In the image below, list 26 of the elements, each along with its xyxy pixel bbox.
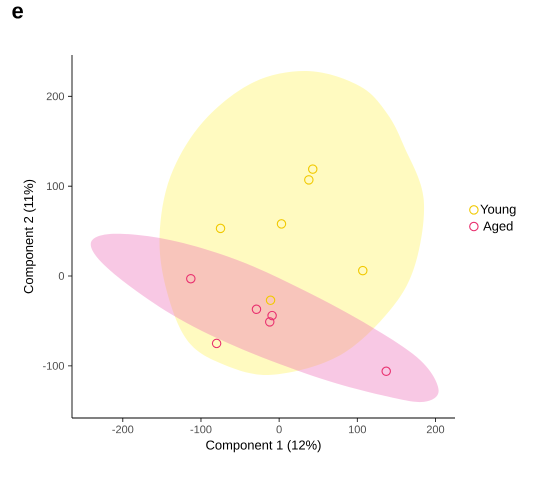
point <box>276 219 286 229</box>
point <box>216 224 226 234</box>
point <box>304 175 314 185</box>
x-tick-label: 0 <box>276 426 282 434</box>
x-axis-title: Component 1 (12%) <box>206 440 321 452</box>
point <box>358 266 368 276</box>
legend-label: Young <box>480 204 516 216</box>
point <box>265 317 275 327</box>
point <box>266 296 276 306</box>
x-tick-label: 200 <box>426 426 444 434</box>
legend-label: Aged <box>483 221 512 234</box>
point <box>308 164 318 174</box>
y-axis-title: Component 2 (11%) <box>24 180 36 294</box>
y-tick-label: 0 <box>58 272 64 280</box>
y-tick-label: 100 <box>47 182 64 190</box>
y-tick-label: -100 <box>43 362 64 370</box>
point <box>252 304 262 314</box>
point <box>186 274 196 284</box>
point <box>267 310 277 320</box>
point <box>212 338 222 348</box>
x-tick-label: 100 <box>348 426 366 434</box>
chart-title: e <box>12 6 23 19</box>
x-tick-label: -100 <box>190 426 212 434</box>
y-tick-label: 200 <box>46 92 64 100</box>
x-tick-label: -200 <box>112 426 134 434</box>
point <box>381 366 391 376</box>
